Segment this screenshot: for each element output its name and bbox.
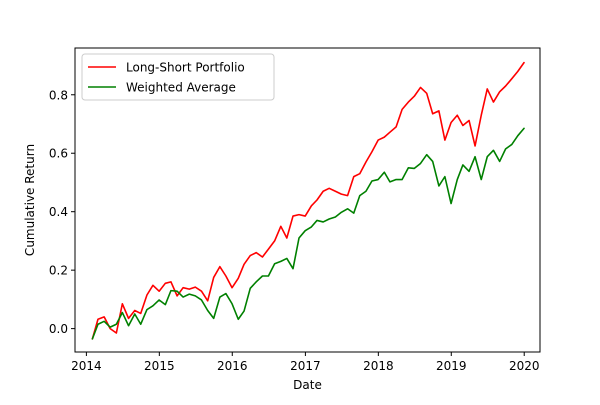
- y-tick-label-0-2: 0.2: [49, 264, 68, 278]
- y-tick-label-0-0: 0.0: [49, 322, 68, 336]
- x-tick-label-2017: 2017: [290, 359, 321, 373]
- x-tick-label-2014: 2014: [71, 359, 102, 373]
- series-layer: [91, 61, 525, 340]
- x-tick-label-2020: 2020: [509, 359, 540, 373]
- x-tick-label-2019: 2019: [436, 359, 467, 373]
- x-axis-title: Date: [293, 378, 322, 392]
- x-tick-label-2016: 2016: [217, 359, 248, 373]
- legend-label-long-short: Long-Short Portfolio: [126, 61, 245, 75]
- series-line-weighted-average: [91, 127, 525, 340]
- x-tick-label-2015: 2015: [144, 359, 175, 373]
- legend-label-weighted-average: Weighted Average: [126, 81, 236, 95]
- x-axis: 2014 2015 2016 2017 2018 2019 2020: [71, 352, 539, 373]
- series-line-long-short-portfolio: [91, 61, 525, 340]
- y-tick-label-0-6: 0.6: [49, 147, 68, 161]
- y-axis: 0.0 0.2 0.4 0.6 0.8: [49, 88, 75, 336]
- x-tick-label-2018: 2018: [363, 359, 394, 373]
- plot-frame: [74, 47, 541, 353]
- legend: Long-Short Portfolio Weighted Average: [81, 53, 275, 101]
- y-tick-label-0-8: 0.8: [49, 88, 68, 102]
- legend-box: [81, 53, 275, 101]
- y-axis-title: Cumulative Return: [23, 144, 37, 256]
- y-tick-label-0-4: 0.4: [49, 205, 68, 219]
